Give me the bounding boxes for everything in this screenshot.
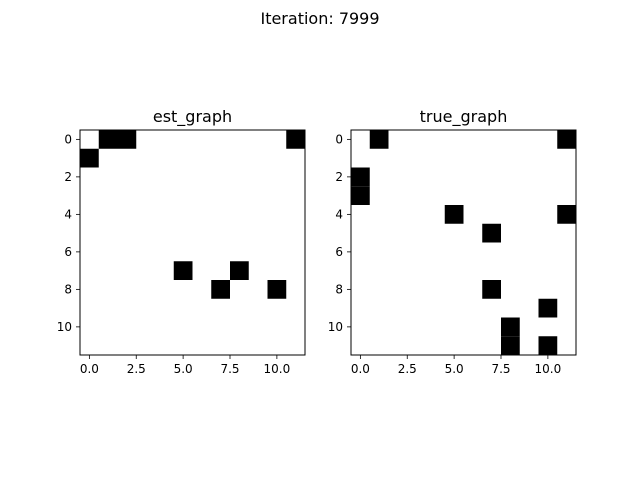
- panel-0-x-tick-label-4: 10.0: [264, 362, 291, 376]
- panel-0-x-tick-label-0: 0.0: [80, 362, 99, 376]
- panel-1-cell-2-0: [351, 167, 370, 187]
- panel-1-cell-4-11: [557, 205, 576, 224]
- panel-0-y-tick-label-3: 6: [64, 245, 72, 259]
- panel-0-x-tick-label-1: 2.5: [127, 362, 146, 376]
- panel-0-cell-0-1: [98, 130, 118, 149]
- panel-1-y-tick-label-0: 0: [335, 132, 343, 146]
- panel-0-cell-8-7: [211, 280, 230, 299]
- panel-0-axes-frame: [79, 129, 306, 356]
- panel-1-y-tick-label-5: 10: [328, 320, 343, 334]
- panel-0-x-tick-label-3: 7.5: [220, 362, 239, 376]
- panel-1-y-tick-label-2: 4: [335, 207, 343, 221]
- panel-0-cell-1-0: [80, 148, 99, 168]
- panel-1-title: true_graph: [420, 107, 508, 127]
- panel-1-x-tick-label-4: 10.0: [535, 362, 562, 376]
- panel-1-cell-3-0: [351, 186, 370, 205]
- panel-1-cell-0-1: [369, 130, 389, 149]
- panel-1-cell-8-7: [482, 280, 501, 299]
- panel-1-y-tick-label-3: 6: [335, 245, 343, 259]
- panel-0-cell-0-2: [117, 130, 137, 149]
- panel-1-x-tick-label-1: 2.5: [398, 362, 417, 376]
- figure-suptitle: Iteration: 7999: [260, 9, 379, 28]
- panel-1-cell-11-10: [538, 336, 558, 355]
- panel-0-cell-8-10: [267, 280, 287, 299]
- panel-0-plot-area: [80, 130, 305, 355]
- panel-1-cell-4-5: [444, 205, 464, 224]
- panel-0-x-tick-label-2: 5.0: [174, 362, 193, 376]
- panel-1-cell-0-11: [557, 130, 576, 149]
- panel-1-cell-5-7: [482, 223, 501, 243]
- panel-1-cell-11-8: [501, 336, 520, 355]
- panel-0-y-tick-label-2: 4: [64, 207, 72, 221]
- panel-1-y-tick-label-1: 2: [335, 170, 343, 184]
- panel-0-cell-0-11: [286, 130, 305, 149]
- panel-1-x-tick-label-2: 5.0: [445, 362, 464, 376]
- panel-1-y-tick-label-4: 8: [335, 282, 343, 296]
- panel-1-cell-10-8: [501, 317, 520, 337]
- panel-0-y-tick-label-5: 10: [57, 320, 72, 334]
- panel-0-y-tick-label-4: 8: [64, 282, 72, 296]
- panel-0-title: est_graph: [153, 107, 232, 127]
- true-graph-panel: true_graph 0.0 2.5 5.0 7.5 10.0 0 2 4 6 8 10: [328, 107, 577, 376]
- panel-0-cell-7-8: [230, 261, 249, 280]
- panel-0-y-tick-label-0: 0: [64, 132, 72, 146]
- panel-0-y-tick-label-1: 2: [64, 170, 72, 184]
- panel-1-x-tick-label-0: 0.0: [351, 362, 370, 376]
- panel-1-x-tick-label-3: 7.5: [491, 362, 510, 376]
- panel-1-plot-area: [351, 130, 576, 355]
- panel-0-cell-7-5: [173, 261, 193, 280]
- panel-1-cell-9-10: [538, 298, 558, 318]
- panel-1-axes-frame: [350, 129, 577, 356]
- est-graph-panel: est_graph 0.0 2.5 5.0 7.5 10.0 0 2 4 6 8 10: [57, 107, 306, 376]
